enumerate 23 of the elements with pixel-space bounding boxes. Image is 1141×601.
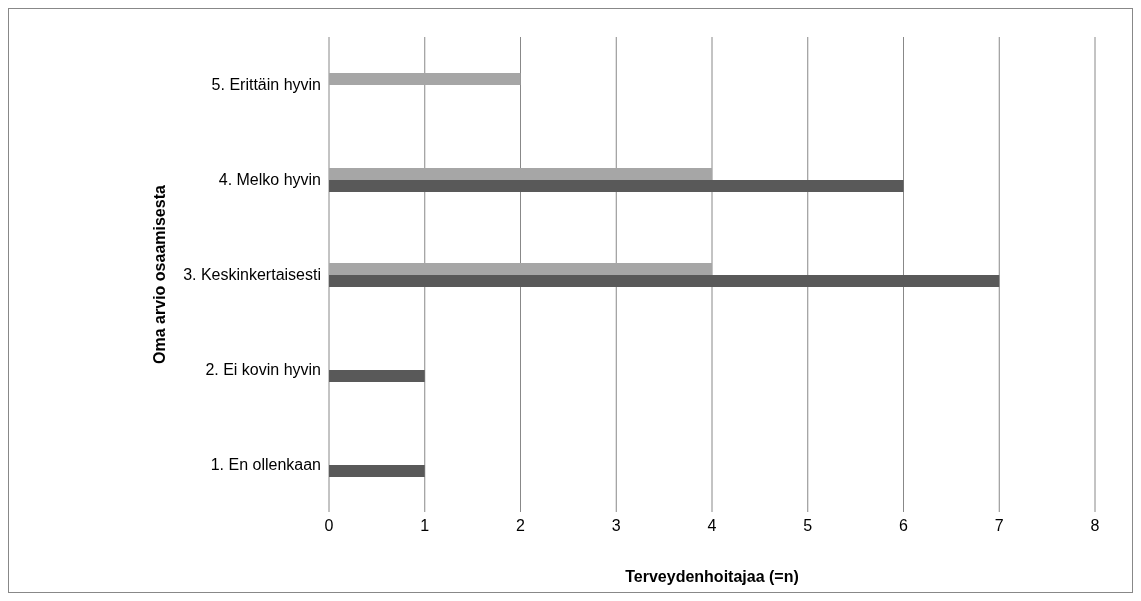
bar: [329, 180, 904, 192]
x-tick-label: 5: [803, 517, 813, 535]
x-tick-label: 4: [707, 517, 717, 535]
x-tick-label: 8: [1090, 517, 1100, 535]
y-tick-label: 5. Erittäin hyvin: [211, 76, 321, 94]
x-axis-title: Terveydenhoitajaa (=n): [625, 568, 799, 585]
y-tick-label: 2. Ei kovin hyvin: [205, 361, 321, 379]
bar: [329, 370, 425, 382]
bar: [329, 275, 1000, 287]
x-tick-label: 6: [899, 517, 909, 535]
y-tick-label: 3. Keskinkertaisesti: [183, 266, 321, 284]
y-axis-title: Oma arvio osaamisesta: [150, 185, 168, 364]
x-tick-label: 0: [324, 517, 334, 535]
bar: [329, 73, 521, 85]
y-tick-label: 4. Melko hyvin: [218, 171, 321, 189]
bar: [329, 263, 712, 275]
bar: [329, 465, 425, 477]
x-tick-label: 7: [994, 517, 1004, 535]
bar: [329, 168, 712, 180]
x-tick-label: 1: [420, 517, 430, 535]
y-tick-label: 1. En ollenkaan: [210, 456, 321, 474]
x-tick-label: 3: [611, 517, 621, 535]
x-tick-label: 2: [516, 517, 526, 535]
